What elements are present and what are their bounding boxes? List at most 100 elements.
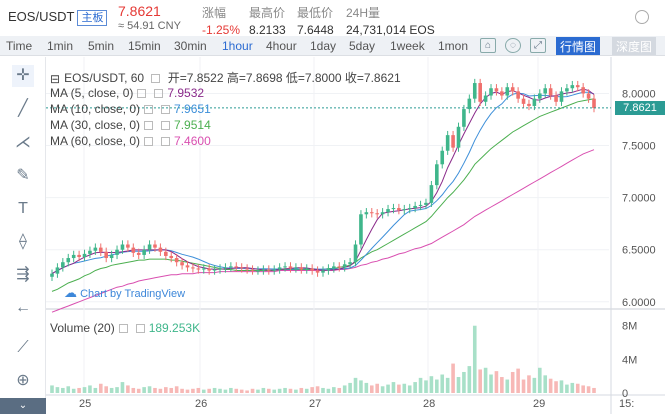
volume-bar xyxy=(153,387,157,393)
crosshair-icon[interactable]: ✛ xyxy=(12,65,34,87)
volume-bar xyxy=(126,385,130,393)
volume-stat: 24H量 24,731,014 EOS xyxy=(346,4,435,37)
volume-bar xyxy=(554,381,558,393)
candle-body xyxy=(131,247,136,253)
ma10-close-icon[interactable] xyxy=(161,105,171,114)
candle-body xyxy=(277,267,282,270)
legend-ma30: MA (30, close, 0) 7.9514 xyxy=(50,118,211,132)
candle-body xyxy=(283,266,287,268)
volume-bar xyxy=(424,380,428,393)
volume-eye-icon[interactable] xyxy=(118,324,128,333)
ma5-close-icon[interactable] xyxy=(154,89,164,98)
fullscreen-icon[interactable]: ⤢ xyxy=(530,38,546,53)
volume-bar xyxy=(402,383,407,393)
volume-bar xyxy=(299,387,304,393)
volume-bar xyxy=(147,386,152,393)
volume-bar xyxy=(201,389,206,393)
volume-bar xyxy=(55,387,60,393)
chart-canvas[interactable]: 8.0000 7.5000 7.0000 6.5000 6.0000 8M 4M 0 25 26 2… xyxy=(46,57,665,414)
low-value: 7.6448 xyxy=(297,23,334,37)
zoom-in-icon[interactable]: ⊕ xyxy=(16,372,30,389)
price-tick: 7.5000 xyxy=(622,141,656,153)
low-label: 最低价 xyxy=(297,6,334,20)
tf-1hour[interactable]: 1hour xyxy=(222,39,253,53)
volume-bar xyxy=(359,380,363,393)
candle-body xyxy=(527,103,531,106)
volume-bar xyxy=(375,383,379,393)
prediction-icon[interactable]: ⇶ xyxy=(16,266,30,283)
tf-30min[interactable]: 30min xyxy=(174,39,207,53)
candle-body xyxy=(88,250,92,254)
volume-bar xyxy=(256,389,260,393)
fib-tool-icon[interactable]: ⋌ xyxy=(15,134,31,151)
ma30-close-icon[interactable] xyxy=(161,121,171,130)
tf-1day[interactable]: 1day xyxy=(310,39,337,53)
volume-bar xyxy=(174,386,179,393)
tf-5day[interactable]: 5day xyxy=(349,39,376,53)
tf-15min[interactable]: 15min xyxy=(128,39,161,53)
ma60-eye-icon[interactable] xyxy=(144,137,154,146)
trend-line-icon[interactable]: ╱ xyxy=(18,100,28,117)
indicator-icon[interactable]: ◌ xyxy=(505,38,521,53)
ma5-eye-icon[interactable] xyxy=(137,89,147,98)
candle-body xyxy=(445,135,450,151)
volume-bar xyxy=(267,388,271,393)
candle-body xyxy=(353,244,358,263)
legend-main: ⊟ EOS/USDT, 60 开=7.8522 高=7.8698 低=7.8000… xyxy=(50,69,401,86)
candle-body xyxy=(93,247,98,251)
volume-bar xyxy=(164,387,168,393)
candle-body xyxy=(565,88,569,92)
volume-bar xyxy=(451,363,455,393)
ma60-close-icon[interactable] xyxy=(161,137,171,146)
tf-1week[interactable]: 1week xyxy=(390,39,425,53)
candle-body xyxy=(239,267,244,269)
tf-4hour[interactable]: 4hour xyxy=(266,39,297,53)
brush-icon[interactable]: ✎ xyxy=(16,167,30,184)
ma10-eye-icon[interactable] xyxy=(144,105,154,114)
volume-bar xyxy=(391,382,396,393)
time-tick: 15: xyxy=(619,398,634,410)
candle-body xyxy=(315,270,320,273)
candle-body xyxy=(586,93,591,99)
theme-toggle-icon[interactable] xyxy=(635,10,649,24)
tf-1mon[interactable]: 1mon xyxy=(438,39,469,53)
candle-body xyxy=(55,267,60,274)
candle-body xyxy=(321,270,325,273)
tf-5min[interactable]: 5min xyxy=(88,39,115,53)
volume-bar xyxy=(283,387,287,393)
last-price-label: 7.8621 xyxy=(615,100,665,115)
volume-bar xyxy=(104,386,108,393)
candle-body xyxy=(256,270,260,272)
pair-name[interactable]: EOS/USDT 主板 xyxy=(8,9,108,26)
collapse-toolbar-icon[interactable]: ⌄ xyxy=(0,398,46,414)
chart-type-icon[interactable]: ⌂ xyxy=(480,38,496,53)
candle-body xyxy=(451,135,455,148)
high-stat: 最高价 8.2133 xyxy=(249,4,286,37)
volume-bar xyxy=(142,387,146,393)
chart-area[interactable]: 8.0000 7.5000 7.0000 6.5000 6.0000 8M 4M 0 25 26 2… xyxy=(46,57,665,414)
depth-chart-button[interactable]: 深度图 xyxy=(612,37,657,55)
back-arrow-icon[interactable]: ← xyxy=(15,299,31,316)
text-tool-icon[interactable]: T xyxy=(18,200,28,217)
ticker-header: EOS/USDT 主板 7.8621 ≈ 54.91 CNY 涨幅 -1.25% 最… xyxy=(0,0,665,37)
ruler-icon[interactable]: ⟋ xyxy=(17,339,29,356)
pattern-icon[interactable]: ⟠ xyxy=(19,233,27,250)
candle-body xyxy=(397,208,401,211)
legend-settings-icon[interactable] xyxy=(151,74,161,83)
volume-close-icon[interactable] xyxy=(135,324,145,333)
candle-body xyxy=(538,93,542,99)
candlesticks xyxy=(46,78,611,281)
tradingview-watermark[interactable]: ☁ Chart by TradingView xyxy=(64,285,185,301)
candle-body xyxy=(494,88,499,92)
legend-collapse-icon[interactable]: ⊟ xyxy=(50,72,61,86)
market-chart-button[interactable]: 行情图 xyxy=(556,37,601,55)
tf-1min[interactable]: 1min xyxy=(47,39,74,53)
ma10-value: 7.9651 xyxy=(174,102,211,116)
volume-bar xyxy=(413,382,417,393)
ma30-value: 7.9514 xyxy=(174,118,211,132)
volume-bar xyxy=(337,387,342,393)
volume-bar xyxy=(472,325,477,393)
volume-bar xyxy=(207,388,211,393)
ma30-eye-icon[interactable] xyxy=(144,121,154,130)
tf-time[interactable]: Time xyxy=(6,39,33,53)
